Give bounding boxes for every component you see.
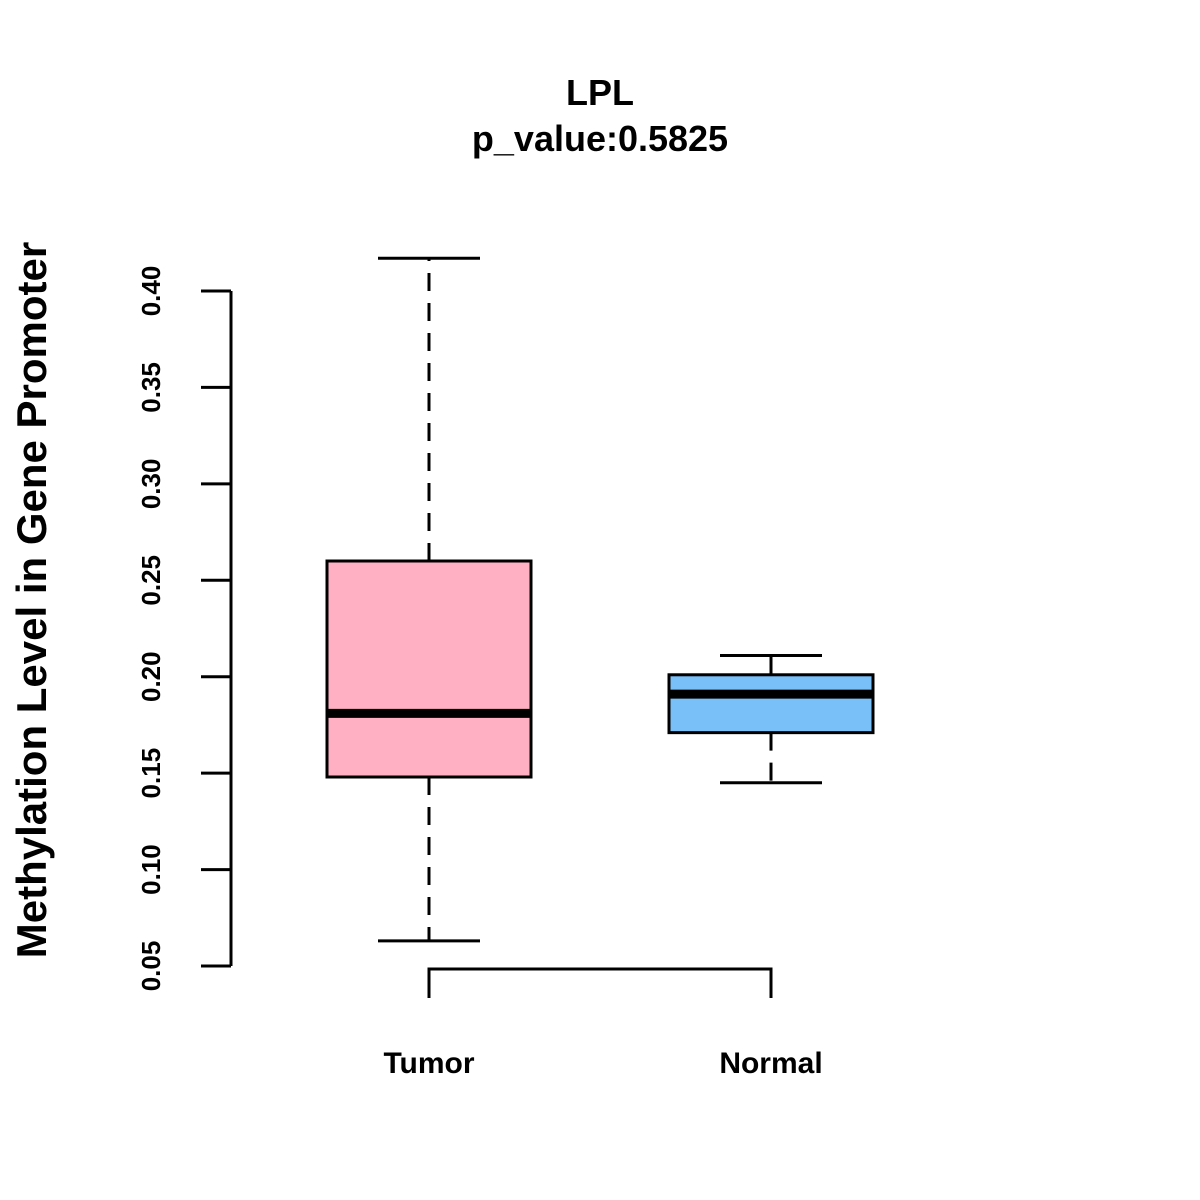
y-tick-label: 0.15	[136, 748, 166, 799]
y-tick-label: 0.10	[136, 844, 166, 895]
y-axis-label: Methylation Level in Gene Promoter	[8, 242, 55, 958]
chart-subtitle: p_value:0.5825	[472, 118, 728, 159]
boxes-layer	[325, 256, 875, 943]
y-axis: 0.05 0.10 0.15 0.20 0.25 0.30 0.35 0.40	[136, 266, 233, 992]
x-category-label: Tumor	[383, 1047, 474, 1080]
y-tick-label: 0.20	[136, 651, 166, 702]
chart-title: LPL	[566, 72, 634, 113]
comparison-bracket	[427, 967, 773, 998]
iqr-box	[667, 673, 875, 735]
y-tick-label: 0.30	[136, 459, 166, 510]
y-tick-label: 0.35	[136, 362, 166, 413]
x-category-label: Normal	[719, 1047, 822, 1080]
bracket-line	[427, 967, 773, 998]
x-axis-categories: Tumor Normal	[383, 1047, 822, 1080]
y-tick-label: 0.40	[136, 266, 166, 317]
y-tick-label: 0.25	[136, 555, 166, 606]
iqr-box	[325, 559, 533, 779]
y-tick-label: 0.05	[136, 941, 166, 992]
box-tumor	[325, 256, 533, 943]
box-normal	[667, 654, 875, 785]
